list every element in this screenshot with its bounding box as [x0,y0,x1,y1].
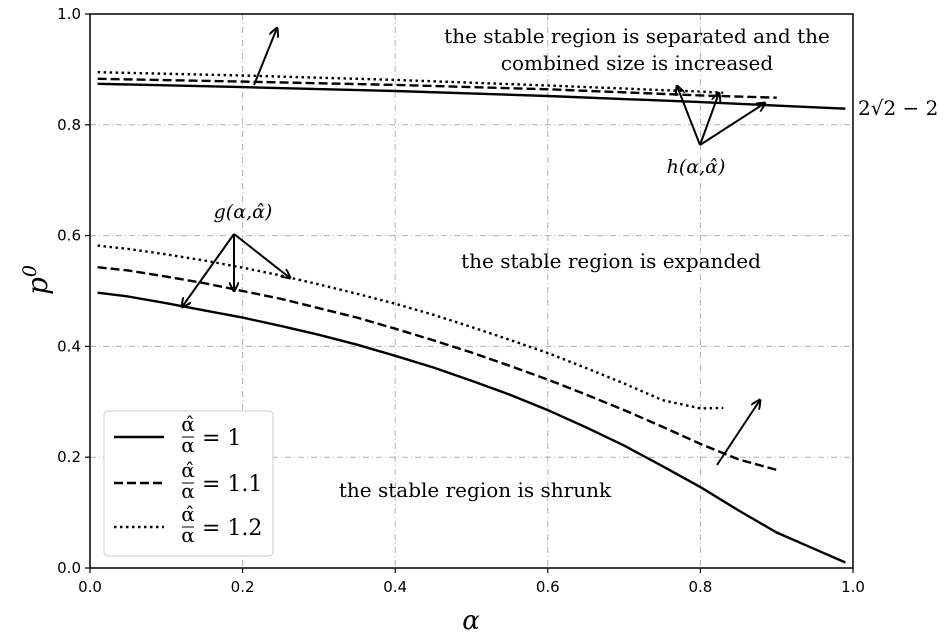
legend: α̂ α = 1 α̂ α = 1.1 α̂ α = 1.2 [103,410,274,557]
legend-frac-num-3: α̂ [181,502,195,526]
legend-rhs-3: = 1.2 [202,516,262,541]
series-3-upper-line [97,71,724,94]
x-tick-label: 0.0 [78,578,102,596]
y-tick-label: 1.0 [57,5,81,23]
y-tick-label: 0.8 [57,116,81,134]
legend-rhs-2: = 1.1 [202,472,262,497]
legend-item-dashed: α̂ α = 1.1 [114,458,262,503]
series-3-lower-line [97,244,724,410]
y-tick-label: 0.0 [57,559,81,577]
x-tick-label: 0.8 [688,578,712,596]
legend-frac-den-1: α [181,433,195,457]
g-function-label: g(α,α̂) [214,201,273,223]
legend-frac-num-2: α̂ [181,458,195,482]
h-arrow-to-solid [699,103,765,146]
y-ticks: 0.0 0.2 0.4 0.6 0.8 1.0 [57,5,90,577]
series-2-upper-line [97,77,777,99]
plot-frame [89,13,854,569]
annotation-bottom: the stable region is shrunk [339,478,612,502]
y-tick-label: 0.4 [57,337,81,355]
y-tick-label: 0.6 [57,227,81,245]
h-arrow-to-dotted [677,86,701,146]
h-function-label: h(α,α̂) [667,156,726,178]
x-tick-label: 1.0 [841,578,865,596]
arrow-lower-region [716,400,760,466]
series-1-upper-line [97,82,846,110]
x-tick-label: 0.2 [231,578,255,596]
legend-frac-num-1: α̂ [181,412,195,436]
y-axis-label: p0 [19,265,54,295]
g-arrow-to-solid [182,233,235,307]
legend-item-dotted: α̂ α = 1.2 [114,502,262,547]
annotation-top-line2: combined size is increased [501,51,774,75]
annotation-middle: the stable region is expanded [461,249,761,273]
right-value-label: 2√2 − 2 [858,96,938,120]
arrow-upper-region [253,28,277,86]
legend-item-solid: α̂ α = 1 [114,412,241,457]
annotation-top-line1: the stable region is separated and the [444,24,830,48]
legend-frac-den-3: α [181,523,195,547]
g-arrow-to-dotted [233,233,290,278]
x-tick-label: 0.6 [536,578,560,596]
x-axis-label: α [462,606,480,633]
y-axis-label-superscript: 0 [19,265,41,277]
series-1-lower-line [97,291,846,564]
legend-frac-den-2: α [181,479,195,503]
y-tick-label: 0.2 [57,448,81,466]
y-axis-label-base: p [21,277,54,295]
legend-rhs-1: = 1 [202,426,241,451]
y-axis-label-group: p0 [19,265,54,295]
series-layer [97,71,846,564]
series-2-lower-line [97,266,778,472]
x-ticks: 0.0 0.2 0.4 0.6 0.8 1.0 [78,568,865,596]
h-arrow-to-dashed [699,93,719,146]
x-tick-label: 0.4 [383,578,407,596]
